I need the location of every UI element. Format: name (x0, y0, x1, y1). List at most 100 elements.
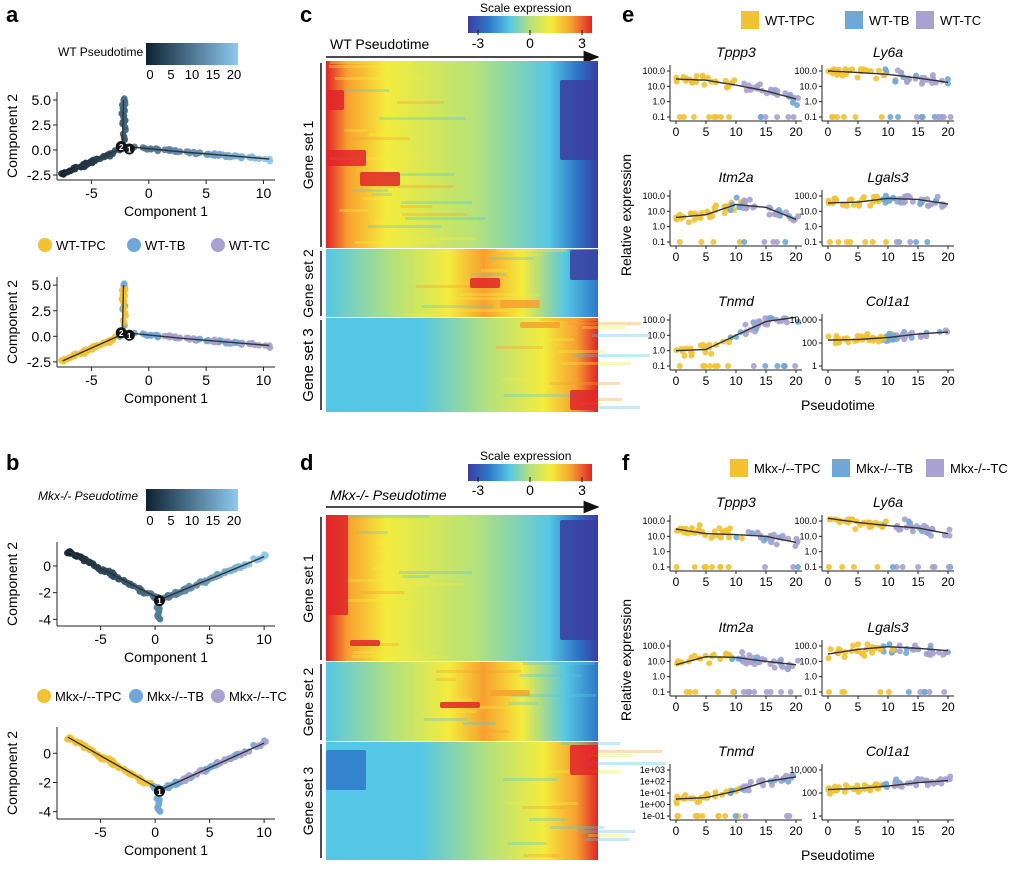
x-tick-label: 0 (673, 250, 680, 264)
expression-point (698, 239, 705, 245)
y-tick-label: -4 (39, 804, 52, 820)
expression-point (699, 813, 706, 819)
expression-point (869, 239, 876, 245)
x-tick-label: 5 (202, 372, 210, 388)
panel-c-arrow-label: WT Pseudotime (330, 36, 430, 52)
expression-point (676, 114, 683, 120)
x-tick-label: 15 (759, 700, 773, 714)
expression-point (907, 239, 914, 245)
heatmap-hotspot (520, 322, 560, 328)
panel-letter-d: d (300, 450, 313, 475)
x-tick-label: 15 (911, 374, 925, 388)
expression-point (862, 333, 869, 340)
heatmap-gene-set-block (326, 318, 598, 412)
x-tick-label: 5 (703, 575, 710, 589)
legend-label: WT-TB (145, 238, 185, 253)
gene-name: Tppp3 (716, 494, 756, 510)
expression-point (733, 194, 740, 201)
cell-point (238, 341, 245, 348)
x-tick-label: 0 (151, 824, 159, 840)
heatmap-row-streak (360, 591, 405, 594)
x-tick-label: 0 (673, 374, 680, 388)
expression-point (710, 239, 717, 245)
expression-point (861, 652, 868, 659)
x-tick-label: 10 (881, 125, 895, 139)
y-tick-label: 100.0 (794, 66, 817, 76)
expression-point (713, 114, 720, 120)
trend-curve (827, 779, 949, 791)
colorbar-tick: 20 (227, 67, 241, 82)
heatmap-row-streak (405, 217, 486, 220)
heatmap-row-streak (378, 185, 455, 188)
expression-point (745, 787, 752, 794)
y-tick-label: 1.0 (652, 97, 665, 107)
trend-curve (827, 517, 949, 535)
expression-point (725, 363, 731, 369)
x-tick-label: 10 (256, 824, 272, 840)
legend-label: WT-TPC (765, 13, 815, 28)
expression-point (841, 654, 848, 660)
panel-a-pseudotime-label: WT Pseudotime (58, 45, 143, 59)
legend-label: WT-TC (229, 238, 270, 253)
legend-label: WT-TC (940, 13, 981, 28)
expression-point (746, 652, 753, 659)
expression-point (704, 208, 711, 215)
expression-point (924, 782, 931, 789)
heatmap-hotspot (470, 278, 500, 288)
expression-point (767, 86, 774, 93)
y-tick-label: 0.1 (804, 112, 817, 122)
expression-point (692, 689, 699, 695)
heatmap-row-streak (523, 854, 560, 857)
expression-point (903, 650, 910, 657)
expression-point (733, 534, 740, 541)
expression-point (783, 319, 790, 326)
heatmap-row-streak (398, 571, 472, 574)
panel-d-arrow-label: Mkx-/- Pseudotime (330, 487, 447, 503)
panel-e-legend: WT-TPC WT-TB WT-TC (741, 11, 981, 29)
expression-point (774, 363, 781, 369)
expression-point (743, 87, 750, 94)
expression-point (840, 114, 847, 120)
expression-point (913, 239, 920, 245)
legend-label: Mkx-/--TPC (55, 689, 121, 704)
legend-label: Mkx-/--TPC (754, 461, 820, 476)
panel-a: WT Pseudotime 0 5 10 15 20 -5 0 5 105.02.50.0-2… (4, 43, 275, 406)
expression-point (931, 564, 938, 570)
x-tick-label: 0 (825, 125, 832, 139)
gene-set-label: Gene set 3 (300, 767, 316, 836)
legend-swatch (741, 11, 759, 29)
heatmap-row-streak (440, 297, 516, 300)
heatmap-row-streak (436, 670, 522, 673)
expression-point (761, 239, 768, 245)
expression-point (770, 239, 777, 245)
heatmap-row-streak (560, 742, 621, 745)
expression-point (944, 76, 951, 83)
expression-point (784, 665, 791, 672)
expression-point (688, 525, 695, 532)
heatmap-gene-set-block (326, 61, 598, 249)
x-axis-label: Component 1 (124, 649, 208, 665)
expression-point (825, 333, 832, 340)
heatmap-row-streak (345, 137, 410, 140)
legend-swatch (730, 459, 748, 477)
panel-b-legend: Mkx-/--TPC Mkx-/--TB Mkx-/--TC (37, 689, 287, 704)
heatmap-hotspot (360, 172, 400, 186)
x-tick-label: -5 (85, 185, 98, 201)
scale-tick-label: 3 (578, 482, 586, 498)
x-tick-label: 0 (825, 374, 832, 388)
expression-point (936, 114, 943, 120)
panel-d-gene-sets: Gene set 1 Gene set 2 Gene set 3 (300, 517, 322, 858)
gene-plot-lgals3: 100.0 10.0 1.0 0.1 0 5 10 15 20 Lgals3 (794, 169, 955, 264)
expression-point (696, 798, 703, 805)
trend-curve (827, 70, 949, 84)
x-tick-label: -5 (85, 372, 98, 388)
panel-letter-b: b (6, 450, 19, 475)
colorbar-tick: 10 (185, 513, 199, 528)
y-tick-label: -2 (39, 774, 52, 790)
heatmap-row-streak (396, 181, 419, 184)
y-tick-label: 10,000 (789, 315, 817, 325)
heatmap-row-streak (580, 830, 636, 833)
expression-point (778, 689, 785, 695)
expression-point (876, 67, 882, 74)
heatmap-row-streak (344, 579, 428, 582)
